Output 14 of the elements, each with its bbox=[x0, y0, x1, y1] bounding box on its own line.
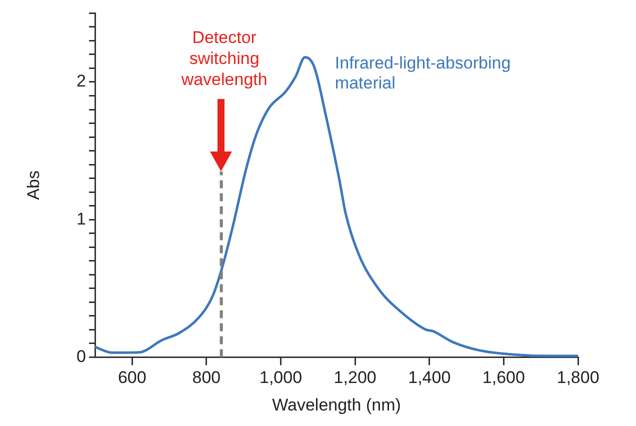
y-tick-label: 0 bbox=[76, 346, 86, 366]
x-tick-label: 1,200 bbox=[334, 368, 376, 388]
y-tick-label: 1 bbox=[76, 209, 86, 228]
y-tick-label: 2 bbox=[76, 72, 86, 91]
x-tick-label: 1,400 bbox=[408, 368, 451, 388]
x-axis-title: Wavelength (nm) bbox=[272, 395, 401, 414]
series-label: Infrared-light-absorbing material bbox=[334, 53, 511, 92]
x-tick-label: 1,800 bbox=[556, 368, 600, 388]
x-tick-label: 1,600 bbox=[482, 368, 525, 388]
x-tick-label: 600 bbox=[118, 368, 146, 388]
y-axis-title: Abs bbox=[24, 170, 43, 200]
x-tick-label: 800 bbox=[192, 368, 221, 388]
x-tick-label: 1,000 bbox=[259, 368, 302, 388]
annotation: Detector switching wavelength bbox=[180, 28, 268, 90]
